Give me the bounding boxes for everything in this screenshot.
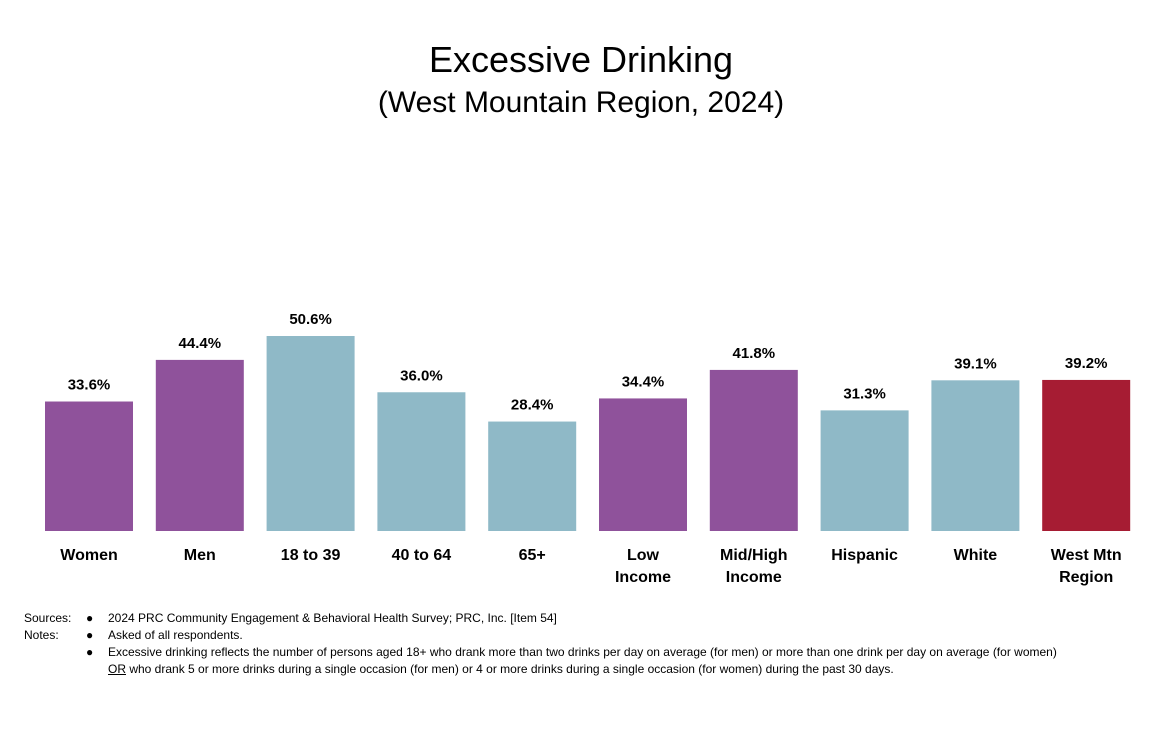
footnotes: Sources: ● 2024 PRC Community Engagement… bbox=[24, 610, 1164, 678]
bullet-icon: ● bbox=[86, 645, 94, 659]
chart-title: Excessive Drinking bbox=[428, 39, 734, 80]
note-text: Excessive drinking reflects the number o… bbox=[108, 644, 1164, 678]
bar bbox=[155, 359, 244, 531]
data-label: 41.8% bbox=[733, 345, 776, 362]
data-label: 50.6% bbox=[289, 311, 332, 328]
data-label: 36.0% bbox=[400, 367, 443, 384]
bar bbox=[488, 421, 577, 531]
note-line-1: Excessive drinking reflects the number o… bbox=[108, 645, 1057, 659]
bar bbox=[709, 369, 798, 531]
bar bbox=[599, 398, 687, 531]
data-label: 44.4% bbox=[179, 335, 222, 352]
data-label: 33.6% bbox=[68, 377, 111, 394]
data-label: 34.4% bbox=[622, 373, 665, 390]
data-label: 28.4% bbox=[511, 397, 554, 414]
data-label: 31.3% bbox=[843, 385, 886, 402]
bar bbox=[266, 336, 355, 531]
note-or: OR bbox=[108, 662, 126, 676]
note-text: Asked of all respondents. bbox=[108, 628, 243, 642]
category-label: Region bbox=[1059, 569, 1113, 586]
chart-subtitle: (West Mountain Region, 2024) bbox=[377, 86, 785, 119]
bullet-icon: ● bbox=[86, 611, 94, 625]
data-label: 39.2% bbox=[1065, 355, 1108, 372]
bar bbox=[820, 410, 909, 531]
sources-label: Sources: bbox=[24, 611, 72, 625]
notes-label: Notes: bbox=[24, 628, 59, 642]
data-label: 39.1% bbox=[954, 355, 997, 372]
category-label: West Mtn bbox=[1051, 547, 1122, 564]
note-line-2: who drank 5 or more drinks during a sing… bbox=[126, 662, 894, 676]
category-label: Income bbox=[615, 569, 671, 586]
notes-row: Notes: ● Asked of all respondents. bbox=[24, 627, 1164, 644]
category-label: White bbox=[954, 547, 998, 564]
source-text: 2024 PRC Community Engagement & Behavior… bbox=[108, 611, 557, 625]
bar bbox=[45, 401, 133, 531]
category-label: Low bbox=[627, 547, 660, 564]
category-label: Income bbox=[726, 569, 782, 586]
category-label: 18 to 39 bbox=[281, 547, 341, 564]
bar bbox=[931, 380, 1020, 531]
bar bbox=[1042, 379, 1131, 531]
category-label: 40 to 64 bbox=[392, 547, 452, 564]
bar bbox=[377, 392, 466, 531]
category-label: Women bbox=[60, 547, 117, 564]
category-label: Hispanic bbox=[831, 547, 898, 564]
bullet-icon: ● bbox=[86, 628, 94, 642]
notes-row: ● Excessive drinking reflects the number… bbox=[24, 644, 1164, 678]
category-label: 65+ bbox=[519, 547, 546, 564]
sources-row: Sources: ● 2024 PRC Community Engagement… bbox=[24, 610, 1164, 627]
category-label: Mid/High bbox=[720, 547, 788, 564]
category-label: Men bbox=[184, 547, 216, 564]
